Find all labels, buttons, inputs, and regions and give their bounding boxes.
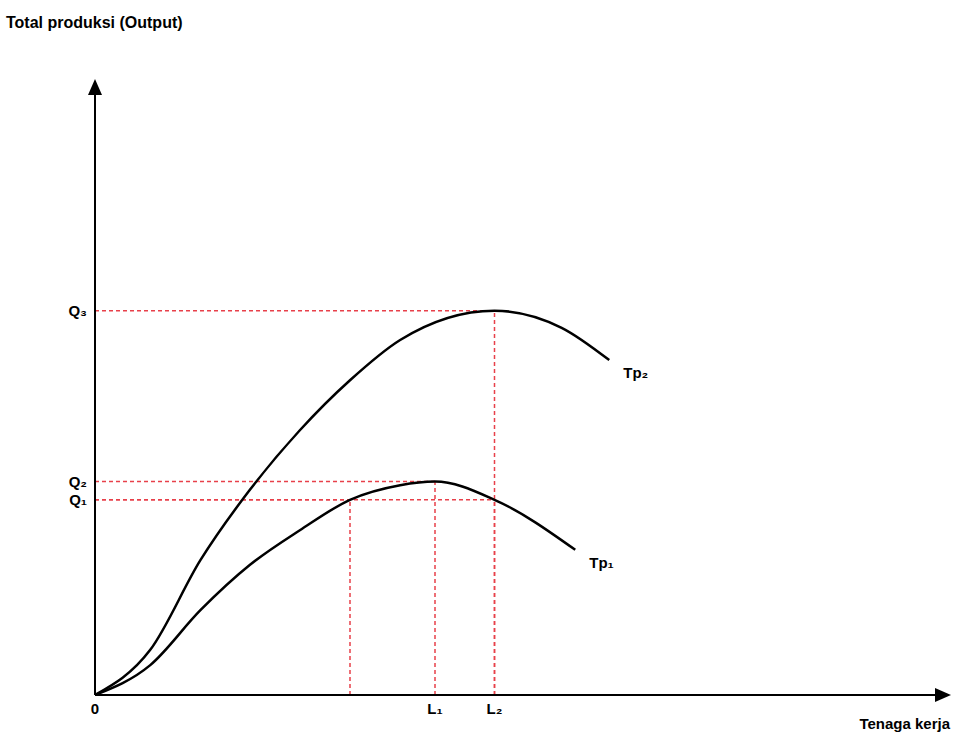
svg-text:L₁: L₁ <box>427 700 442 717</box>
svg-text:Q₂: Q₂ <box>69 473 87 490</box>
svg-text:Tp₂: Tp₂ <box>623 364 648 381</box>
svg-text:Q₃: Q₃ <box>68 302 87 319</box>
svg-text:Tp₁: Tp₁ <box>589 554 614 571</box>
html-text:Tenaga kerja: Tenaga kerja <box>859 715 950 732</box>
svg-text:L₂: L₂ <box>487 700 503 717</box>
svg-text:0: 0 <box>91 700 99 717</box>
html-text:Total produksi (Output): Total produksi (Output) <box>6 14 183 31</box>
svg-text:Q₁: Q₁ <box>69 491 87 508</box>
